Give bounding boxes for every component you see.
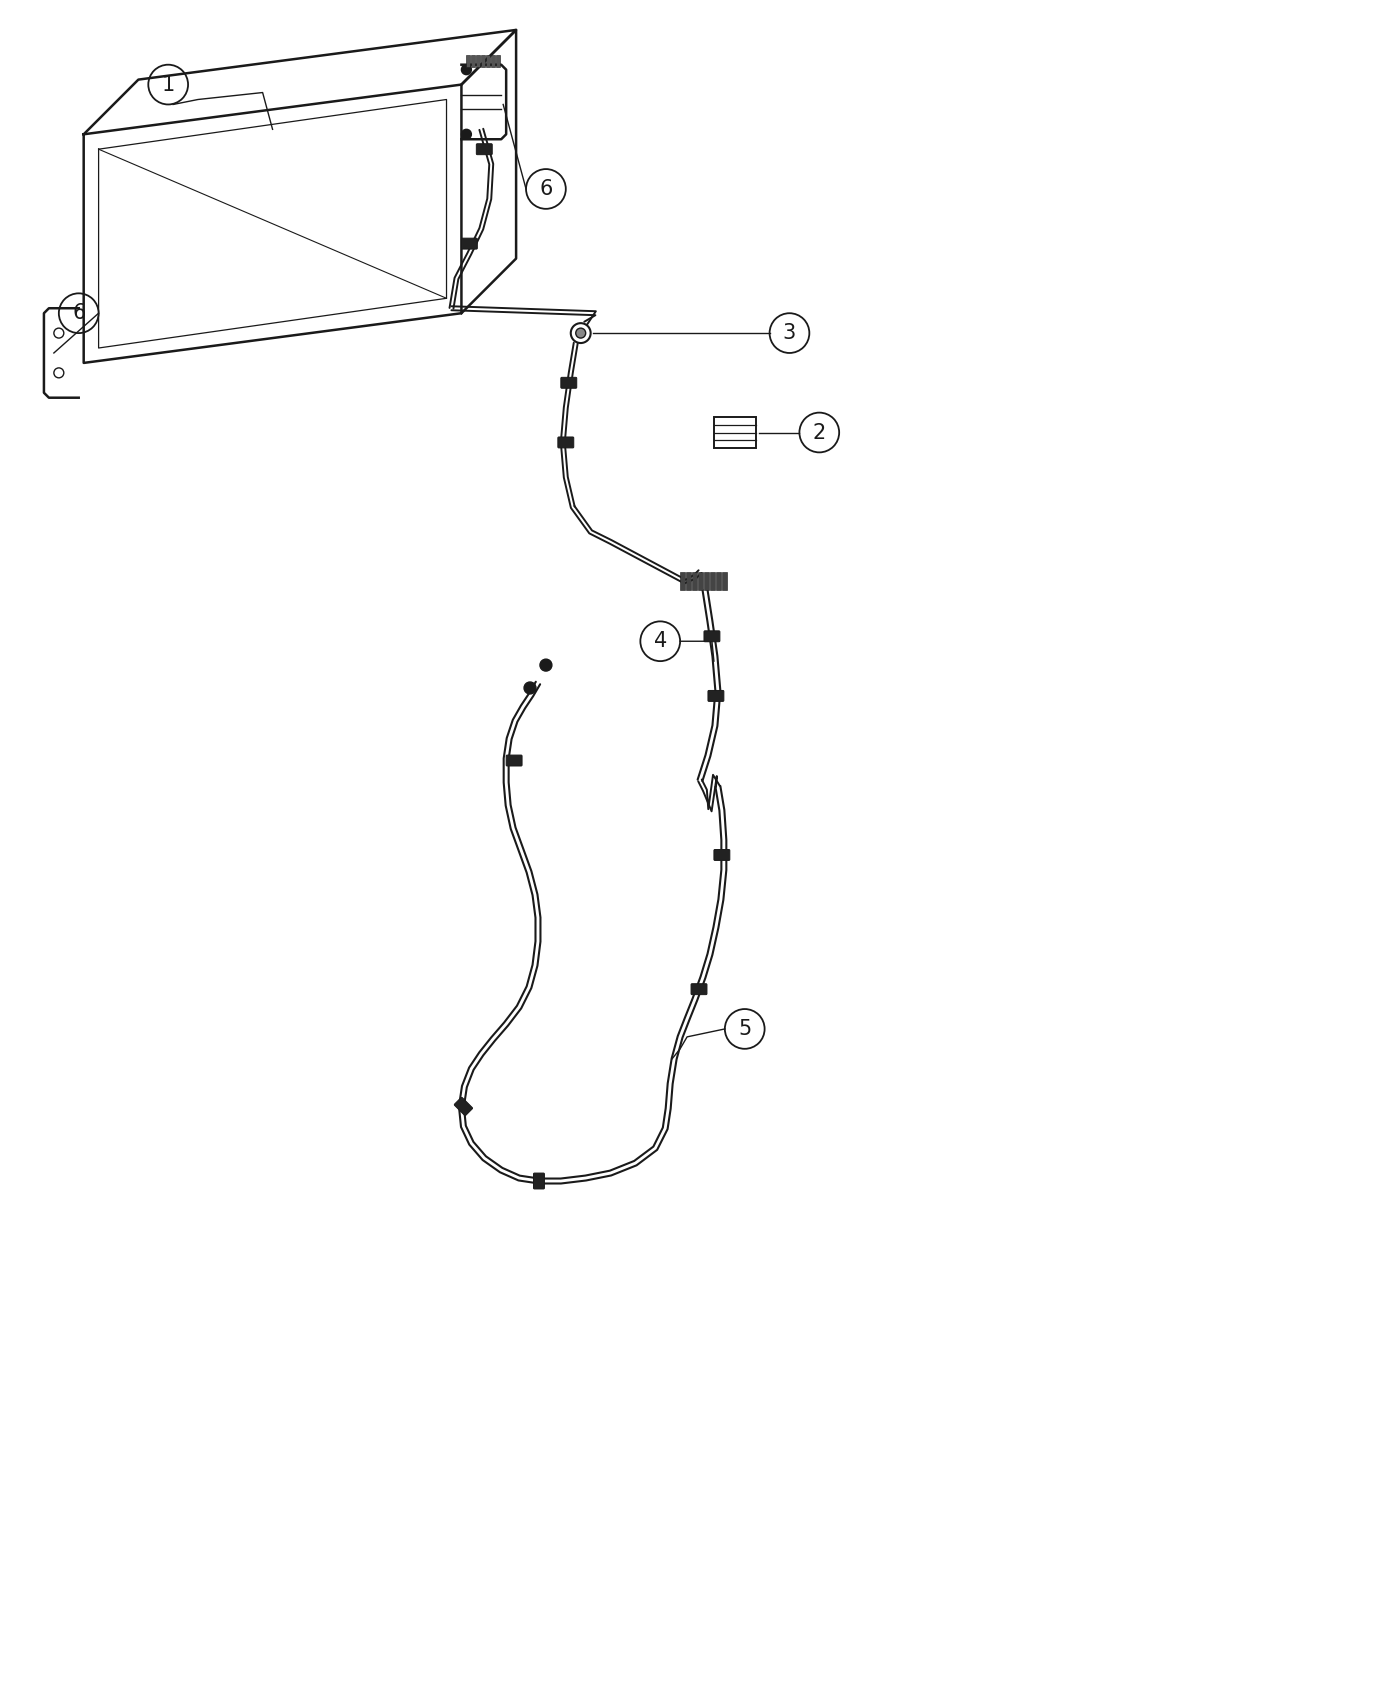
FancyBboxPatch shape xyxy=(692,984,707,994)
FancyBboxPatch shape xyxy=(476,54,480,66)
FancyBboxPatch shape xyxy=(507,755,522,767)
Text: 3: 3 xyxy=(783,323,797,343)
FancyBboxPatch shape xyxy=(557,437,574,447)
FancyBboxPatch shape xyxy=(466,54,470,66)
FancyBboxPatch shape xyxy=(472,54,476,66)
Circle shape xyxy=(462,129,472,139)
FancyBboxPatch shape xyxy=(462,238,477,250)
FancyBboxPatch shape xyxy=(561,377,577,388)
FancyBboxPatch shape xyxy=(710,571,715,590)
FancyBboxPatch shape xyxy=(714,850,729,860)
FancyBboxPatch shape xyxy=(704,631,720,641)
FancyBboxPatch shape xyxy=(680,571,685,590)
Text: 5: 5 xyxy=(738,1018,752,1039)
FancyBboxPatch shape xyxy=(454,1096,473,1115)
FancyBboxPatch shape xyxy=(476,144,493,155)
Circle shape xyxy=(524,682,536,694)
FancyBboxPatch shape xyxy=(486,54,490,66)
FancyBboxPatch shape xyxy=(686,571,692,590)
FancyBboxPatch shape xyxy=(491,54,496,66)
Circle shape xyxy=(540,660,552,672)
FancyBboxPatch shape xyxy=(708,690,724,702)
FancyBboxPatch shape xyxy=(533,1173,545,1188)
FancyBboxPatch shape xyxy=(482,54,486,66)
Text: 2: 2 xyxy=(812,423,826,442)
Circle shape xyxy=(575,328,585,338)
FancyBboxPatch shape xyxy=(699,571,703,590)
FancyBboxPatch shape xyxy=(496,54,500,66)
FancyBboxPatch shape xyxy=(722,571,727,590)
FancyBboxPatch shape xyxy=(692,571,697,590)
Circle shape xyxy=(462,65,472,75)
FancyBboxPatch shape xyxy=(715,571,721,590)
Text: 6: 6 xyxy=(71,303,85,323)
FancyBboxPatch shape xyxy=(704,571,708,590)
Text: 6: 6 xyxy=(539,178,553,199)
Text: 4: 4 xyxy=(654,631,666,651)
Text: 1: 1 xyxy=(161,75,175,95)
